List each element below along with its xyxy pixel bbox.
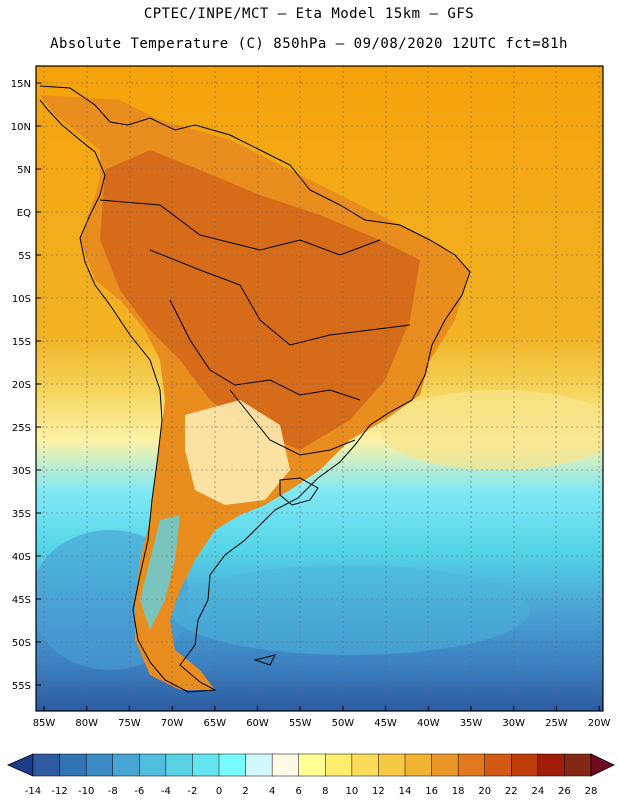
colorbar-swatch [32, 753, 61, 777]
colorbar-swatch [404, 753, 433, 777]
colorbar-swatch [165, 753, 194, 777]
lon-label: 55W [289, 718, 312, 729]
colorbar-tick-label: 24 [531, 786, 544, 797]
colorbar-tick-label: 4 [269, 786, 275, 797]
lat-label: 10N [11, 122, 31, 133]
colorbar-swatch [245, 753, 273, 777]
colorbar-tick-label: 8 [322, 786, 328, 797]
colorbar-swatch [564, 753, 592, 777]
colorbar-swatch [271, 753, 300, 777]
colorbar-swatch [325, 753, 353, 777]
colorbar-swatch [85, 753, 114, 777]
lon-label: 75W [118, 718, 141, 729]
colorbar-swatch [351, 753, 380, 777]
lat-label: 15S [12, 337, 31, 348]
lat-label: 45S [12, 595, 31, 606]
lat-label: 25S [12, 423, 31, 434]
lat-label: 55S [12, 681, 31, 692]
colorbar-tick-label: 20 [478, 786, 491, 797]
colorbar-tick-label: 0 [216, 786, 222, 797]
colorbar-swatch [484, 753, 513, 777]
colorbar-tick-label: 10 [345, 786, 358, 797]
lon-label: 60W [246, 718, 269, 729]
colorbar-swatch [537, 753, 566, 777]
warm-core [100, 150, 420, 450]
colorbar-swatch [378, 753, 406, 777]
colorbar-swatch [298, 753, 327, 777]
lat-label: 5S [18, 251, 31, 262]
lon-label: 85W [33, 718, 56, 729]
colorbar-tick-label: -4 [161, 786, 171, 797]
colorbar-swatch [59, 753, 87, 777]
andes-cold [140, 515, 180, 630]
colorbar-swatch [218, 753, 247, 777]
lat-label: 35S [12, 509, 31, 520]
colorbar-max-arrow [590, 753, 615, 777]
lon-label: 50W [332, 718, 355, 729]
lat-label: 10S [12, 294, 31, 305]
colorbar-tick-label: 18 [452, 786, 465, 797]
lon-label: 25W [545, 718, 568, 729]
colorbar-tick-labels: -14 -12 -10 -8 -6 -4 -2 0 2 4 6 8 10 12 14 16 18 20 22 24 26… [25, 786, 598, 797]
lat-label: 20S [12, 380, 31, 391]
lon-label: 30W [502, 718, 525, 729]
colorbar-tick-label: 14 [399, 786, 412, 797]
colorbar-min-arrow [7, 753, 34, 777]
colorbar-tick-label: 2 [242, 786, 248, 797]
map-field [36, 66, 603, 711]
title-line-1: CPTEC/INPE/MCT – Eta Model 15km – GFS [143, 6, 475, 22]
colorbar-swatch [112, 753, 141, 777]
cool-pocket [185, 400, 290, 505]
colorbar-tick-label: 12 [372, 786, 385, 797]
colorbar-tick-label: -6 [134, 786, 144, 797]
colorbar-tick-label: -12 [51, 786, 67, 797]
colorbar-tick-label: 6 [296, 786, 302, 797]
longitude-labels: 85W 80W 75W 70W 65W 60W 55W 50W 45W 40W 35W 30W 25W 2… [33, 706, 611, 729]
lat-label: 50S [12, 638, 31, 649]
lat-label: 15N [11, 79, 31, 90]
title-line-2: Absolute Temperature (C) 850hPa – 09/08/… [50, 36, 568, 52]
colorbar-swatch [192, 753, 220, 777]
lat-label: 40S [12, 552, 31, 563]
colorbar-tick-label: 28 [585, 786, 598, 797]
lon-label: 35W [460, 718, 483, 729]
colorbar [7, 753, 615, 777]
colorbar-tick-label: 16 [425, 786, 438, 797]
colorbar-tick-label: -8 [108, 786, 118, 797]
lon-label: 20W [588, 718, 611, 729]
colorbar-swatch [139, 753, 167, 777]
lon-label: 70W [161, 718, 184, 729]
colorbar-tick-label: -10 [78, 786, 94, 797]
lat-label: 5N [17, 165, 31, 176]
colorbar-swatch [431, 753, 459, 777]
lon-label: 80W [75, 718, 98, 729]
colorbar-tick-label: 26 [558, 786, 571, 797]
colorbar-tick-label: -2 [187, 786, 197, 797]
coastlines [39, 85, 471, 693]
lat-label: 30S [12, 466, 31, 477]
colorbar-swatch [457, 753, 486, 777]
lon-label: 65W [203, 718, 226, 729]
colorbar-tick-label: -14 [25, 786, 41, 797]
colorbar-tick-label: 22 [505, 786, 518, 797]
map-frame [35, 65, 604, 712]
colorbar-swatch [511, 753, 539, 777]
lon-label: 40W [417, 718, 440, 729]
latitude-labels: 15N 10N 5N EQ 5S 10S 15S 20S 25S 30S 35S 40S 45S 50S 5… [11, 79, 41, 692]
lat-label: EQ [17, 208, 31, 219]
lon-label: 45W [374, 718, 397, 729]
